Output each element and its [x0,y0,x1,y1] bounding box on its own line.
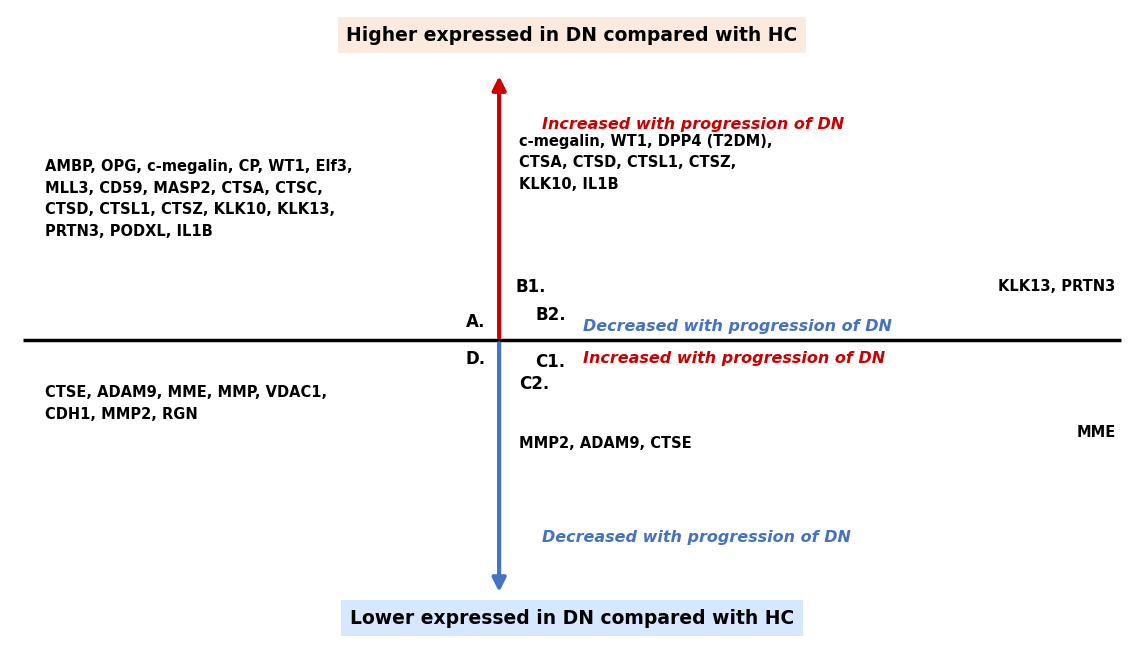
Text: c-megalin, WT1, DPP4 (T2DM),
CTSA, CTSD, CTSL1, CTSZ,
KLK10, IL1B: c-megalin, WT1, DPP4 (T2DM), CTSA, CTSD,… [519,134,773,192]
Text: A.: A. [466,313,486,331]
Text: MMP2, ADAM9, CTSE: MMP2, ADAM9, CTSE [519,436,692,451]
Text: Lower expressed in DN compared with HC: Lower expressed in DN compared with HC [350,609,794,628]
Text: Higher expressed in DN compared with HC: Higher expressed in DN compared with HC [347,25,797,45]
Text: Decreased with progression of DN: Decreased with progression of DN [583,319,892,334]
Text: B1.: B1. [516,278,547,296]
Text: Increased with progression of DN: Increased with progression of DN [542,117,844,132]
Text: KLK13, PRTN3: KLK13, PRTN3 [999,279,1115,294]
Text: C1.: C1. [535,353,565,371]
Text: B2.: B2. [535,306,565,324]
Text: Increased with progression of DN: Increased with progression of DN [583,350,885,365]
Text: MME: MME [1077,425,1115,440]
Text: C2.: C2. [519,375,549,393]
Text: CTSE, ADAM9, MME, MMP, VDAC1,
CDH1, MMP2, RGN: CTSE, ADAM9, MME, MMP, VDAC1, CDH1, MMP2… [45,385,327,421]
Text: Decreased with progression of DN: Decreased with progression of DN [542,530,851,545]
Text: D.: D. [466,350,486,368]
Text: AMBP, OPG, c-megalin, CP, WT1, Elf3,
MLL3, CD59, MASP2, CTSA, CTSC,
CTSD, CTSL1,: AMBP, OPG, c-megalin, CP, WT1, Elf3, MLL… [45,159,352,239]
